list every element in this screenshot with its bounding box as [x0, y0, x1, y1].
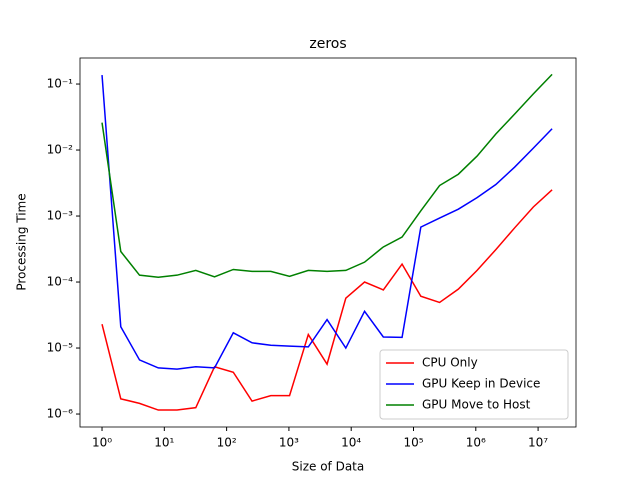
x-tick-label: 10⁶	[466, 436, 486, 450]
data-line	[101, 73, 553, 279]
x-tick-label: 10⁷	[528, 436, 548, 450]
legend: CPU Only GPU Keep in Device GPU Move to Ho…	[379, 349, 569, 420]
x-tick-label: 10⁵	[403, 436, 423, 450]
legend-label: GPU Keep in Device	[422, 377, 540, 391]
x-tick-label: 10³	[279, 436, 299, 450]
y-tick-label: 10⁻⁴	[47, 275, 74, 289]
x-tick-label: 10²	[217, 436, 237, 450]
y-tick-label: 10⁻¹	[47, 77, 74, 91]
x-axis-label: Size of Data	[292, 460, 364, 474]
chart-title: zeros	[309, 36, 346, 52]
y-axis-label: Processing Time	[15, 193, 29, 290]
y-tick-label: 10⁻⁵	[47, 341, 74, 355]
data-line	[101, 74, 553, 370]
y-tick-label: 10⁻³	[47, 209, 74, 223]
y-tick-label: 10⁻⁶	[47, 407, 74, 421]
x-tick-label: 10⁴	[341, 436, 361, 450]
data-line	[101, 189, 553, 411]
x-tick-label: 10⁰	[92, 436, 112, 450]
plot-frame	[79, 57, 577, 428]
legend-label: GPU Move to Host	[422, 398, 531, 412]
x-tick-label: 10¹	[154, 436, 174, 450]
y-tick-label: 10⁻²	[47, 143, 74, 157]
legend-box	[379, 349, 569, 420]
legend-label: CPU Only	[422, 356, 478, 370]
